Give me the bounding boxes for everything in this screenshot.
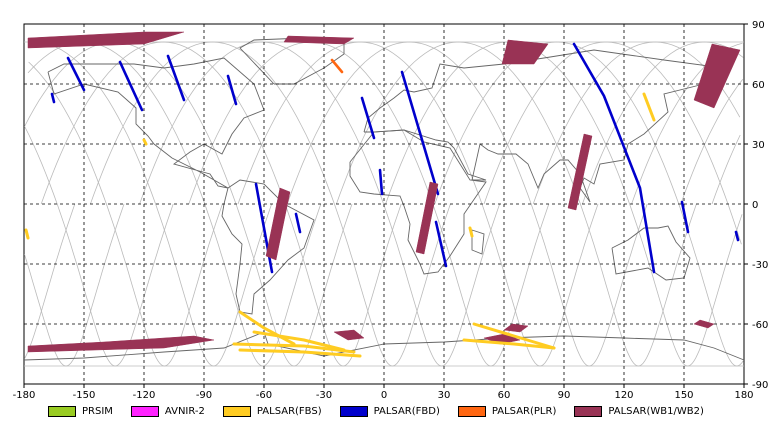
legend-label: PALSAR(FBS): [256, 405, 322, 417]
legend-swatch: [222, 405, 251, 417]
legend-swatch: [130, 405, 159, 417]
orbit-track: [27, 41, 744, 367]
swath-wb: [27, 31, 185, 49]
track-palsar-fbd: [226, 74, 238, 106]
track-palsar-fbs: [24, 228, 30, 240]
grid-lines: [24, 24, 744, 384]
x-tick-label: 90: [558, 390, 571, 401]
swath-wb: [501, 39, 549, 65]
track-palsar-fbd: [294, 212, 302, 234]
coastline: [611, 225, 691, 281]
observations: [24, 31, 741, 358]
track-palsar-plr: [330, 58, 344, 74]
track-palsar-fbd: [734, 230, 740, 242]
track-palsar-fbd: [66, 56, 86, 92]
legend-label: AVNIR-2: [164, 405, 205, 417]
orbit-track: [336, 41, 697, 367]
coastline: [363, 49, 726, 203]
coastline: [471, 229, 485, 255]
track-palsar-fbs: [642, 92, 656, 122]
legend-label: PALSAR(FBD): [373, 405, 440, 417]
legend-swatch: [457, 405, 486, 417]
x-axis: -180 -150 -120 -90 -60 -30 0 30 60 90 120 150 180: [13, 384, 754, 401]
swath-wb: [503, 323, 529, 333]
x-tick-label: -60: [256, 390, 272, 401]
track-palsar-fbs: [468, 226, 474, 238]
track-palsar-fbd: [434, 220, 448, 268]
track-palsar-fbs: [142, 138, 148, 146]
orbit-track: [286, 41, 648, 367]
y-tick-label: -60: [752, 320, 768, 331]
legend: PRSIM AVNIR-2 PALSAR(FBS) PALSAR(FBD) PALSAR…: [48, 402, 722, 420]
orbit-track: [24, 41, 744, 367]
swath-wb: [265, 187, 291, 261]
track-palsar-fbd: [400, 70, 440, 196]
swath-wb: [27, 335, 215, 353]
y-tick-label: 0: [752, 200, 758, 211]
coastline: [47, 57, 265, 189]
y-tick-label: -30: [752, 260, 768, 271]
swath-wb: [567, 133, 593, 211]
swath-wb: [693, 43, 741, 109]
track-palsar-fbs: [238, 348, 362, 358]
x-tick-label: 120: [614, 390, 633, 401]
track-palsar-fbs: [238, 310, 296, 346]
y-tick-label: -90: [752, 380, 768, 391]
swath-wb: [333, 329, 365, 341]
track-palsar-fbd: [360, 96, 376, 140]
legend-item: PALSAR(FBD): [339, 405, 440, 417]
legend-swatch: [339, 405, 368, 417]
legend-item: PRSIM: [48, 405, 113, 417]
x-tick-label: 60: [498, 390, 511, 401]
legend-label: PALSAR(PLR): [491, 405, 557, 417]
x-tick-label: -30: [316, 390, 332, 401]
y-tick-label: 30: [752, 140, 765, 151]
legend-item: PALSAR(PLR): [457, 405, 557, 417]
legend-label: PRSIM: [82, 405, 113, 417]
y-tick-label: 60: [752, 80, 765, 91]
x-tick-label: 30: [438, 390, 451, 401]
swath-wb: [693, 319, 715, 329]
legend-label: PALSAR(WB1/WB2): [608, 405, 704, 417]
swath-wb: [283, 35, 355, 45]
legend-item: AVNIR-2: [130, 405, 205, 417]
x-tick-label: 150: [674, 390, 693, 401]
legend-item: PALSAR(WB1/WB2): [574, 405, 704, 417]
y-tick-label: 90: [752, 20, 765, 31]
y-axis: 90 60 30 0 -30 -60 -90: [744, 20, 768, 391]
x-tick-label: -150: [73, 390, 96, 401]
legend-swatch: [48, 405, 76, 417]
orbit-track: [24, 41, 742, 367]
track-palsar-fbd: [378, 168, 384, 196]
track-palsar-fbd: [166, 54, 186, 102]
swath-wb: [415, 181, 439, 255]
track-palsar-fbd: [118, 60, 144, 112]
track-palsar-fbs: [232, 342, 356, 354]
track-palsar-fbd: [572, 42, 656, 274]
track-palsar-fbs: [472, 322, 556, 350]
legend-item: PALSAR(FBS): [222, 405, 322, 417]
track-palsar-fbs: [462, 338, 556, 350]
legend-swatch: [574, 405, 603, 417]
x-tick-label: 180: [734, 390, 753, 401]
x-tick-label: 0: [381, 390, 387, 401]
track-palsar-fbd: [680, 200, 690, 234]
x-tick-label: -120: [133, 390, 156, 401]
orbit-track: [90, 41, 451, 367]
track-palsar-fbs: [252, 330, 346, 352]
x-tick-label: -180: [13, 390, 36, 401]
track-palsar-fbd: [50, 92, 56, 104]
x-tick-label: -90: [196, 390, 212, 401]
